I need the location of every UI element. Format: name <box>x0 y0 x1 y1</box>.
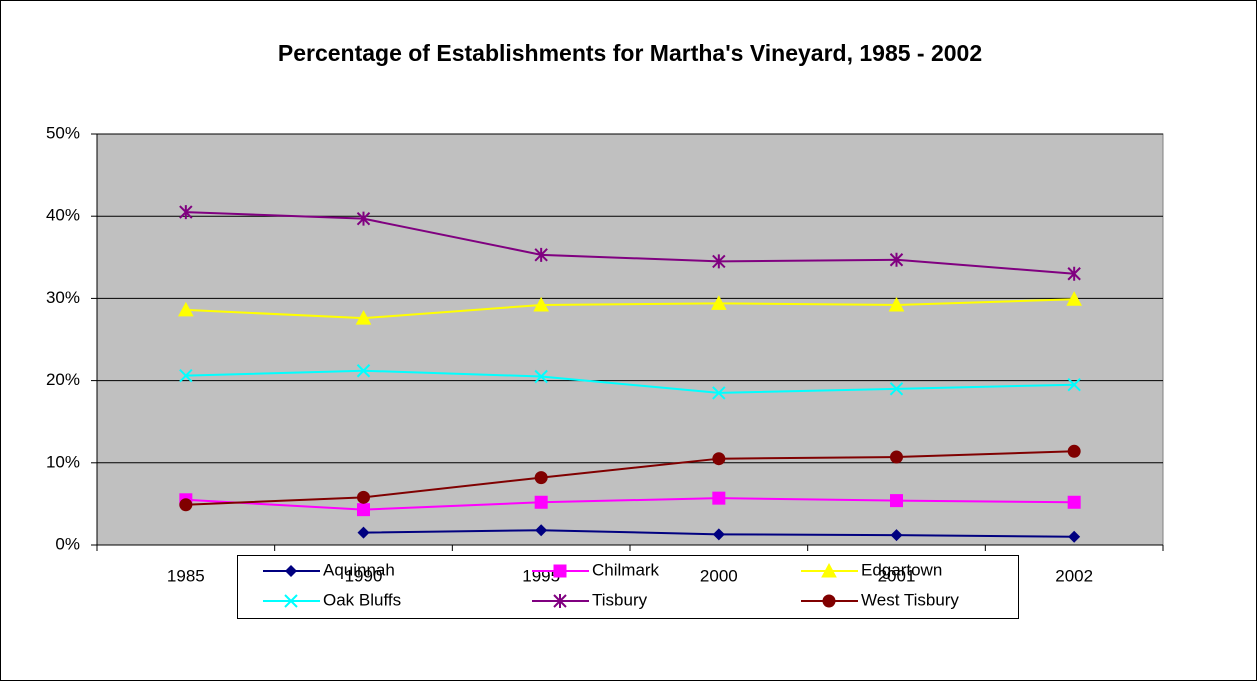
legend-marker <box>821 562 837 578</box>
data-point <box>179 205 193 220</box>
legend-marker <box>822 594 836 608</box>
legend-marker <box>553 594 567 608</box>
legend-label: Tisbury <box>592 590 648 609</box>
data-point <box>177 301 194 317</box>
data-point <box>710 295 727 310</box>
legend-label: Chilmark <box>592 560 660 579</box>
data-point <box>355 310 372 325</box>
data-point <box>179 498 193 512</box>
data-point <box>712 452 726 466</box>
x-tick-label: 2002 <box>1055 566 1093 585</box>
series-line <box>185 211 1075 275</box>
data-point <box>712 491 726 505</box>
y-tick-label: 20% <box>46 370 80 389</box>
y-tick-label: 0% <box>55 534 80 553</box>
data-point <box>890 529 903 542</box>
y-tick-label: 10% <box>46 452 80 471</box>
x-tick-label: 2001 <box>878 566 916 585</box>
data-point <box>1067 266 1081 281</box>
data-point <box>889 382 904 396</box>
plot-area <box>96 133 1164 546</box>
series-line <box>185 298 1075 320</box>
data-point <box>179 368 193 383</box>
series-line <box>185 369 1075 394</box>
data-point <box>357 490 370 504</box>
data-point <box>1067 378 1081 392</box>
data-point <box>534 247 548 262</box>
data-point <box>888 296 905 312</box>
series-line <box>185 497 1075 511</box>
series-line <box>185 450 1075 506</box>
data-point <box>1066 291 1083 306</box>
legend-marker <box>285 565 297 577</box>
data-point <box>1067 495 1081 509</box>
legend-label: Aquinnah <box>323 560 395 579</box>
data-point <box>357 526 370 539</box>
data-point <box>712 386 726 400</box>
y-tick-label: 50% <box>46 123 80 142</box>
data-point <box>889 252 904 267</box>
data-point <box>1068 530 1081 543</box>
legend-label: Edgartown <box>861 560 942 579</box>
data-point <box>890 494 903 508</box>
chart-title: Percentage of Establishments for Martha'… <box>278 40 982 66</box>
legend <box>237 555 1019 619</box>
data-point <box>357 503 370 517</box>
x-tick-label: 2000 <box>700 566 738 585</box>
legend-label: West Tisbury <box>861 590 959 609</box>
x-tick-label: 1990 <box>345 566 383 585</box>
data-point <box>1067 444 1081 458</box>
legend-label: Oak Bluffs <box>323 590 401 609</box>
data-point <box>712 254 726 269</box>
data-point <box>533 296 550 312</box>
y-tick-label: 40% <box>46 206 80 225</box>
legend-marker <box>553 564 567 578</box>
legend-marker <box>284 594 298 608</box>
data-point <box>712 528 725 541</box>
data-point <box>356 211 371 226</box>
x-tick-label: 1985 <box>167 566 205 585</box>
data-point <box>890 450 903 464</box>
data-point <box>534 369 548 384</box>
data-point <box>534 471 548 485</box>
y-tick-label: 30% <box>46 288 80 307</box>
data-point <box>534 495 548 509</box>
data-point <box>356 364 371 378</box>
data-point <box>535 524 548 537</box>
